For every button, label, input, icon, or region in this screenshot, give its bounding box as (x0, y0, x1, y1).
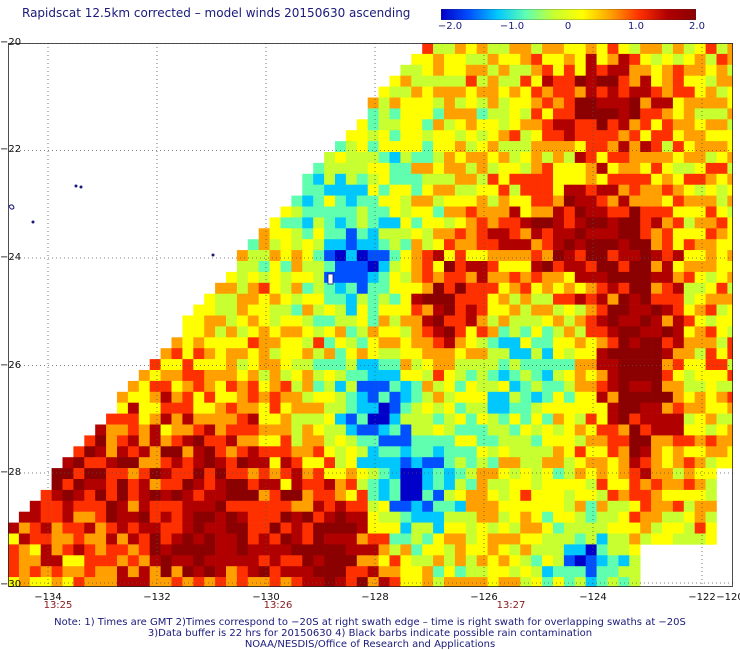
lon-label: −122 (688, 592, 716, 603)
time-label: 13:26 (263, 600, 293, 611)
time-label: 13:25 (43, 600, 73, 611)
lon-label: −120 (716, 592, 740, 603)
footnote-line-1: Note: 1) Times are GMT 2)Times correspon… (54, 617, 686, 628)
footnote-credit: NOAA/NESDIS/Office of Research and Appli… (244, 639, 496, 650)
lat-label: −28 (0, 467, 22, 478)
island-markers (8, 184, 334, 285)
color-scale-bar (441, 9, 696, 20)
colorbar-label: 2.0 (689, 21, 705, 32)
lon-label: −128 (361, 592, 389, 603)
lat-label: −26 (0, 360, 22, 371)
colorbar-label: −1.0 (499, 21, 525, 32)
lat-label: −24 (0, 252, 22, 263)
lon-label: −124 (579, 592, 607, 603)
lon-label: −130 (252, 592, 280, 603)
wind-difference-map (8, 43, 733, 587)
map-title: Rapidscat 12.5km corrected – model winds… (22, 6, 411, 20)
lat-label: −20 (0, 37, 22, 48)
footnote-line-2: 3)Data buffer is 22 hrs for 20150630 4) … (147, 628, 593, 639)
colorbar-gradient (441, 9, 696, 20)
lon-label: −132 (143, 592, 171, 603)
lon-label: −134 (34, 592, 62, 603)
colorbar-label: 1.0 (628, 21, 644, 32)
colorbar-label: −2.0 (437, 21, 463, 32)
lat-label: −30 (0, 579, 22, 590)
lat-lon-grid (8, 43, 733, 587)
colorbar-label: 0 (564, 21, 572, 32)
lon-label: −126 (470, 592, 498, 603)
swath-data-cells (8, 43, 733, 587)
lat-label: −22 (0, 144, 22, 155)
time-label: 13:27 (496, 600, 526, 611)
